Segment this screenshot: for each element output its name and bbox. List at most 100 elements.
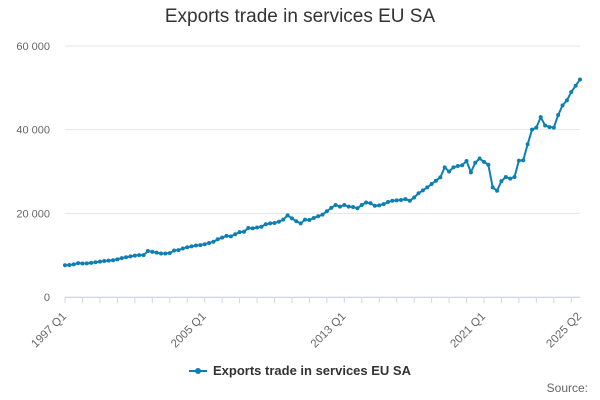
data-point[interactable] xyxy=(224,233,229,238)
data-point[interactable] xyxy=(481,159,486,164)
data-point[interactable] xyxy=(403,197,408,202)
data-point[interactable] xyxy=(377,203,382,208)
data-point[interactable] xyxy=(460,163,465,168)
data-point[interactable] xyxy=(115,257,120,262)
data-point[interactable] xyxy=(150,249,155,254)
data-point[interactable] xyxy=(154,250,159,255)
data-point[interactable] xyxy=(359,202,364,207)
data-point[interactable] xyxy=(220,235,225,240)
legend-item-exports[interactable]: Exports trade in services EU SA xyxy=(189,363,411,378)
data-point[interactable] xyxy=(106,258,111,263)
data-point[interactable] xyxy=(490,185,495,190)
data-point[interactable] xyxy=(499,179,504,184)
data-point[interactable] xyxy=(538,115,543,120)
data-point[interactable] xyxy=(516,158,521,163)
data-point[interactable] xyxy=(71,262,76,267)
data-point[interactable] xyxy=(368,201,373,206)
data-point[interactable] xyxy=(573,83,578,88)
data-point[interactable] xyxy=(473,160,478,165)
data-point[interactable] xyxy=(198,243,203,248)
data-point[interactable] xyxy=(128,254,133,259)
data-point[interactable] xyxy=(324,209,329,214)
data-point[interactable] xyxy=(211,239,216,244)
data-point[interactable] xyxy=(372,203,377,208)
data-point[interactable] xyxy=(159,251,164,256)
data-point[interactable] xyxy=(420,188,425,193)
data-point[interactable] xyxy=(63,263,67,268)
data-point[interactable] xyxy=(525,142,530,147)
data-point[interactable] xyxy=(442,165,447,170)
data-point[interactable] xyxy=(316,214,321,219)
data-point[interactable] xyxy=(503,174,508,179)
data-point[interactable] xyxy=(145,248,150,253)
data-point[interactable] xyxy=(237,230,242,235)
data-point[interactable] xyxy=(412,195,417,200)
data-point[interactable] xyxy=(381,202,386,207)
data-point[interactable] xyxy=(172,248,177,253)
data-point[interactable] xyxy=(141,253,146,258)
data-point[interactable] xyxy=(394,198,399,203)
data-point[interactable] xyxy=(176,248,181,253)
data-point[interactable] xyxy=(255,225,260,230)
data-point[interactable] xyxy=(303,217,308,222)
data-point[interactable] xyxy=(569,90,574,95)
data-point[interactable] xyxy=(464,159,469,164)
data-point[interactable] xyxy=(455,164,460,169)
data-point[interactable] xyxy=(385,200,390,205)
data-point[interactable] xyxy=(250,226,255,231)
data-point[interactable] xyxy=(76,261,81,266)
data-point[interactable] xyxy=(246,225,251,230)
data-point[interactable] xyxy=(429,182,434,187)
data-point[interactable] xyxy=(547,125,552,130)
data-point[interactable] xyxy=(259,224,264,229)
data-point[interactable] xyxy=(433,178,438,183)
data-point[interactable] xyxy=(193,243,198,248)
data-point[interactable] xyxy=(477,156,482,161)
data-point[interactable] xyxy=(167,251,172,256)
data-point[interactable] xyxy=(416,191,421,196)
data-point[interactable] xyxy=(111,258,116,263)
data-point[interactable] xyxy=(329,205,334,210)
data-point[interactable] xyxy=(564,98,569,103)
data-point[interactable] xyxy=(399,197,404,202)
data-point[interactable] xyxy=(486,162,491,167)
data-point[interactable] xyxy=(102,259,107,264)
data-point[interactable] xyxy=(276,219,281,224)
data-point[interactable] xyxy=(556,113,561,118)
data-point[interactable] xyxy=(307,218,312,223)
data-point[interactable] xyxy=(163,251,168,256)
data-point[interactable] xyxy=(215,237,220,242)
data-point[interactable] xyxy=(263,222,268,227)
data-point[interactable] xyxy=(67,263,72,267)
data-point[interactable] xyxy=(89,260,94,265)
data-point[interactable] xyxy=(281,217,286,222)
data-point[interactable] xyxy=(451,165,456,170)
data-point[interactable] xyxy=(425,185,430,190)
data-point[interactable] xyxy=(189,244,194,249)
data-point[interactable] xyxy=(298,221,303,226)
data-point[interactable] xyxy=(285,213,290,218)
data-point[interactable] xyxy=(137,253,142,258)
data-point[interactable] xyxy=(534,125,539,130)
data-point[interactable] xyxy=(578,77,582,82)
data-point[interactable] xyxy=(438,175,443,180)
data-point[interactable] xyxy=(551,125,556,130)
data-point[interactable] xyxy=(228,234,233,239)
data-point[interactable] xyxy=(80,261,85,266)
data-point[interactable] xyxy=(119,256,124,261)
data-point[interactable] xyxy=(495,188,500,193)
data-point[interactable] xyxy=(560,103,565,108)
data-point[interactable] xyxy=(268,221,273,226)
data-point[interactable] xyxy=(93,260,98,265)
data-point[interactable] xyxy=(84,261,89,266)
data-point[interactable] xyxy=(337,204,342,209)
data-point[interactable] xyxy=(294,219,299,224)
data-point[interactable] xyxy=(132,253,137,258)
data-point[interactable] xyxy=(124,255,129,260)
data-point[interactable] xyxy=(390,198,395,203)
data-point[interactable] xyxy=(333,202,338,207)
data-point[interactable] xyxy=(447,169,452,174)
data-point[interactable] xyxy=(364,200,369,205)
data-point[interactable] xyxy=(543,123,548,128)
data-point[interactable] xyxy=(529,127,534,132)
